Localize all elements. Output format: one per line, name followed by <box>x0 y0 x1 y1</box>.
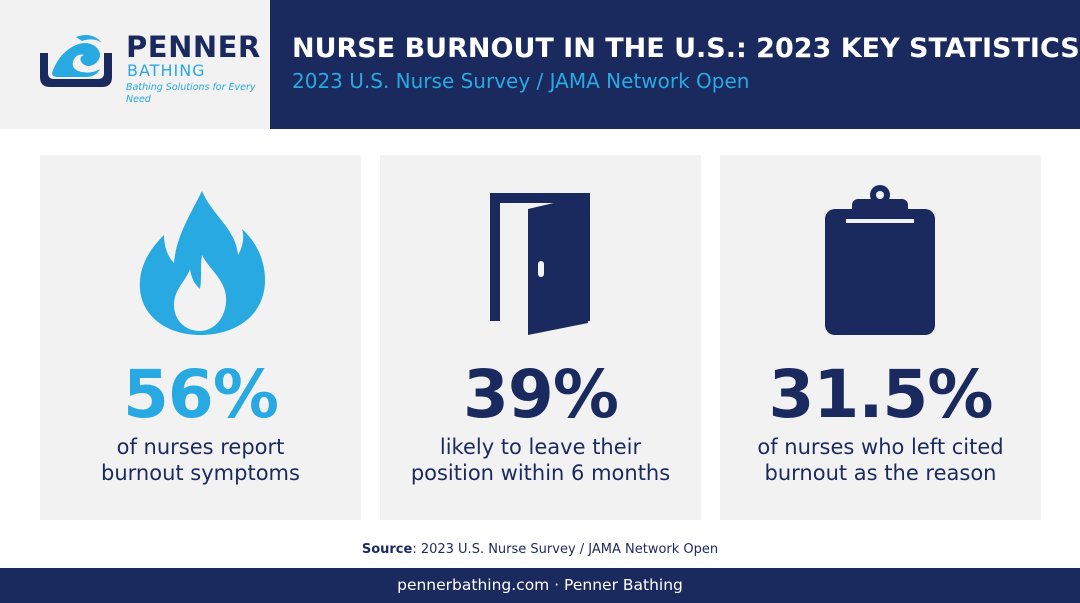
stat-description-line: likely to leave their <box>439 435 642 459</box>
stat-description-line: burnout as the reason <box>764 461 997 485</box>
stat-description-line: burnout symptoms <box>101 461 300 485</box>
stat-card-leave: 39% likely to leave their position withi… <box>380 155 701 520</box>
stat-value: 31.5% <box>768 356 994 433</box>
flame-icon <box>139 191 266 335</box>
stat-description: of nurses who left cited burnout as the … <box>720 434 1041 486</box>
source-label: Source <box>361 542 413 557</box>
wave-tub-logo-icon <box>40 35 112 87</box>
source-note: Source: 2023 U.S. Nurse Survey / JAMA Ne… <box>0 541 1080 559</box>
page-subtitle: 2023 U.S. Nurse Survey / JAMA Network Op… <box>292 69 750 93</box>
stat-value: 56% <box>123 356 279 433</box>
open-door-icon <box>490 193 590 335</box>
title-panel: NURSE BURNOUT IN THE U.S.: 2023 KEY STAT… <box>270 0 1080 129</box>
brand-name: PENNER <box>126 30 261 64</box>
footer-text: pennerbathing.com · Penner Bathing <box>397 576 683 594</box>
header: PENNER BATHING Bathing Solutions for Eve… <box>0 0 1080 129</box>
brand-sub: BATHING <box>127 61 206 80</box>
source-text: : 2023 U.S. Nurse Survey / JAMA Network … <box>412 542 719 557</box>
clipboard-icon <box>825 185 935 335</box>
stat-card-burnout: 56% of nurses report burnout symptoms <box>40 155 361 520</box>
stat-description: of nurses report burnout symptoms <box>40 434 361 486</box>
stat-description-line: position within 6 months <box>410 461 671 485</box>
stat-card-left: 31.5% of nurses who left cited burnout a… <box>720 155 1041 520</box>
stat-description-line: of nurses who left cited <box>757 435 1004 459</box>
page-title: NURSE BURNOUT IN THE U.S.: 2023 KEY STAT… <box>292 33 1080 64</box>
footer: pennerbathing.com · Penner Bathing <box>0 568 1080 603</box>
stat-value: 39% <box>463 356 619 433</box>
logo-panel: PENNER BATHING Bathing Solutions for Eve… <box>0 0 270 129</box>
brand-tagline: Bathing Solutions for Every Need <box>126 82 256 105</box>
stat-description-line: of nurses report <box>116 435 285 459</box>
stat-description: likely to leave their position within 6 … <box>380 434 701 486</box>
